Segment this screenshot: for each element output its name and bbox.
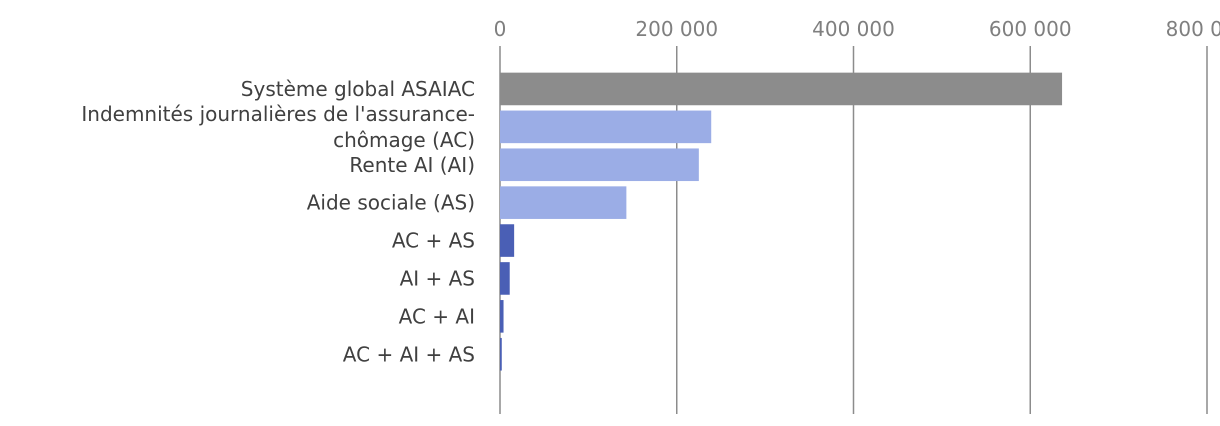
category-label: AI + AS <box>400 266 475 290</box>
bar <box>500 72 1063 106</box>
x-tick-label: 200 000 <box>635 17 718 41</box>
x-tick-label: 800 000 <box>1166 17 1220 41</box>
category-label: Système global ASAIAC <box>241 77 475 101</box>
bars <box>500 72 1063 371</box>
category-label: AC + AI <box>399 304 475 328</box>
x-axis-tick-labels: 0 200 000 400 000 600 000 800 000 <box>494 17 1220 41</box>
x-tick-label: 0 <box>494 17 507 41</box>
bar <box>500 148 699 182</box>
category-label: AC + AS <box>392 229 475 253</box>
bar <box>500 337 502 371</box>
bar <box>500 262 510 295</box>
bar <box>500 300 504 333</box>
x-tick-label: 400 000 <box>812 17 895 41</box>
category-label: AC + AI + AS <box>343 342 475 366</box>
category-label: Aide sociale (AS) <box>307 191 475 215</box>
bar <box>500 110 712 144</box>
bar <box>500 186 627 219</box>
category-label: Rente AI (AI) <box>349 153 475 177</box>
category-label: Indemnités journalières de l'assurance- <box>81 102 475 126</box>
bar <box>500 224 515 257</box>
category-label: chômage (AC) <box>333 128 475 152</box>
x-tick-label: 600 000 <box>989 17 1072 41</box>
